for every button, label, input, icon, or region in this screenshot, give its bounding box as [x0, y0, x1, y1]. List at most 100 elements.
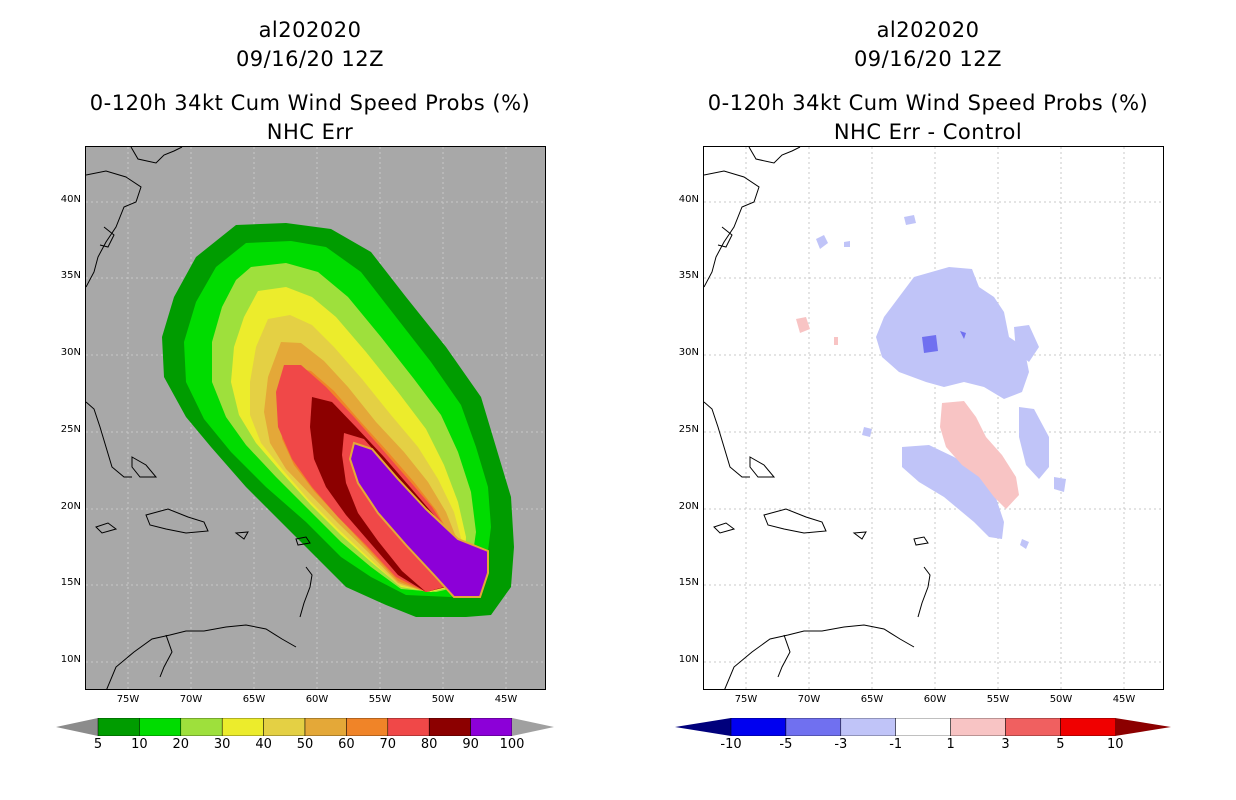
- diff-blue-ne2: [904, 215, 916, 225]
- right-cbar-label-0: -10: [720, 737, 742, 752]
- left-colorbar: [56, 718, 554, 736]
- diff-blue-core2: [960, 331, 966, 339]
- right-cbar-box-4: [950, 718, 1006, 736]
- right-cbar-under: [675, 718, 731, 736]
- left-subtitle: NHC Err: [266, 120, 354, 144]
- diff-blue-south: [902, 445, 1004, 539]
- left-cbar-label-3: 30: [213, 737, 231, 752]
- right-cbar-box-2: [840, 718, 896, 736]
- left-cbar-box-6: [346, 718, 389, 736]
- diff-blue-core: [922, 335, 938, 353]
- left-cbar-box-5: [304, 718, 347, 736]
- probability-contours: [162, 223, 514, 617]
- left-cbar-label-4: 40: [255, 737, 272, 752]
- left-lat-10n: 10N: [60, 654, 81, 665]
- left-cbar-box-9: [470, 718, 513, 736]
- left-lat-20n: 20N: [60, 501, 81, 512]
- left-cbar-box-8: [428, 718, 471, 736]
- right-coastlines: [704, 147, 931, 689]
- left-cbar-box-1: [139, 718, 182, 736]
- right-cbar-label-3: -1: [889, 737, 903, 752]
- right-lon-75w: 75W: [734, 694, 758, 705]
- left-cbar-label-10: 100: [499, 737, 525, 752]
- left-storm-id: al202020: [258, 18, 362, 42]
- diff-blue-ne: [1019, 407, 1049, 479]
- left-lat-35n: 35N: [60, 270, 81, 281]
- left-cbar-label-2: 20: [172, 737, 190, 752]
- right-lon-50w: 50W: [1049, 694, 1073, 705]
- left-lon-55w: 55W: [368, 694, 392, 705]
- contour-100: [348, 441, 489, 598]
- left-lon-50w: 50W: [431, 694, 455, 705]
- left-cbar-label-6: 60: [338, 737, 355, 752]
- left-cbar-box-0: [97, 718, 140, 736]
- right-lat-10n: 10N: [678, 654, 699, 665]
- left-lat-30n: 30N: [60, 347, 81, 358]
- diff-red-dot: [834, 337, 838, 345]
- right-cbar-label-4: 1: [946, 737, 955, 752]
- diff-blue-dot2: [862, 427, 872, 437]
- right-lon-45w: 45W: [1112, 694, 1136, 705]
- right-lat-35n: 35N: [678, 270, 699, 281]
- difference-contours: [796, 215, 1066, 549]
- right-cbar-box-1: [785, 718, 842, 736]
- diff-blue-east: [1014, 325, 1039, 362]
- right-lon-65w: 65W: [860, 694, 884, 705]
- right-cbar-box-0: [730, 718, 787, 736]
- right-cbar-label-7: 10: [1107, 737, 1124, 752]
- right-cbar-box-5: [1005, 718, 1061, 736]
- right-lon-60w: 60W: [923, 694, 947, 705]
- left-lat-40n: 40N: [60, 194, 81, 205]
- left-coastlines: [86, 147, 313, 689]
- right-cbar-over: [1115, 718, 1171, 736]
- right-cbar-label-2: -3: [834, 737, 848, 752]
- left-lon-60w: 60W: [305, 694, 329, 705]
- diff-blue-main: [876, 267, 1029, 399]
- left-cbar-label-9: 90: [462, 737, 479, 752]
- diff-blue-dot3: [1054, 477, 1066, 492]
- right-lat-25n: 25N: [678, 424, 699, 435]
- right-difference-map: [703, 146, 1164, 690]
- left-cbar-label-1: 10: [131, 737, 148, 752]
- right-map-svg: [704, 147, 1163, 689]
- right-graticule: [704, 147, 1163, 689]
- left-datetime: 09/16/20 12Z: [235, 47, 385, 71]
- right-lat-20n: 20N: [678, 501, 699, 512]
- right-product-title: 0-120h 34kt Cum Wind Speed Probs (%): [707, 91, 1149, 115]
- right-lat-15n: 15N: [678, 577, 699, 588]
- right-cbar-box-3: [895, 718, 951, 736]
- diff-blue-dot1: [844, 241, 850, 247]
- left-cbar-under: [56, 718, 98, 736]
- left-lon-70w: 70W: [179, 694, 203, 705]
- left-cbar-label-7: 70: [379, 737, 397, 752]
- right-lon-55w: 55W: [986, 694, 1010, 705]
- left-cbar-box-3: [221, 718, 264, 736]
- left-product-title: 0-120h 34kt Cum Wind Speed Probs (%): [89, 91, 531, 115]
- diff-red-west: [796, 317, 810, 333]
- left-lat-15n: 15N: [60, 577, 81, 588]
- diff-blue-nw: [816, 235, 828, 249]
- right-subtitle: NHC Err - Control: [833, 120, 1023, 144]
- left-cbar-box-2: [180, 718, 223, 736]
- left-lon-75w: 75W: [116, 694, 140, 705]
- right-storm-id: al202020: [876, 18, 980, 42]
- left-cbar-boxes: [97, 718, 513, 736]
- right-lat-40n: 40N: [678, 194, 699, 205]
- right-colorbar: [675, 718, 1171, 736]
- right-datetime: 09/16/20 12Z: [853, 47, 1003, 71]
- left-cbar-label-8: 80: [420, 737, 438, 752]
- left-lon-45w: 45W: [494, 694, 518, 705]
- left-cbar-box-4: [263, 718, 306, 736]
- left-cbar-over: [512, 718, 554, 736]
- left-lat-25n: 25N: [60, 424, 81, 435]
- right-cbar-label-1: -5: [779, 737, 793, 752]
- left-cbar-label-0: 5: [93, 737, 103, 752]
- right-lon-70w: 70W: [797, 694, 821, 705]
- left-lon-65w: 65W: [242, 694, 266, 705]
- right-cbar-box-6: [1060, 718, 1116, 736]
- left-cbar-box-7: [387, 718, 430, 736]
- diff-red-main: [940, 401, 1019, 509]
- right-cbar-label-5: 3: [1001, 737, 1010, 752]
- right-cbar-label-6: 5: [1056, 737, 1065, 752]
- right-lat-30n: 30N: [678, 347, 699, 358]
